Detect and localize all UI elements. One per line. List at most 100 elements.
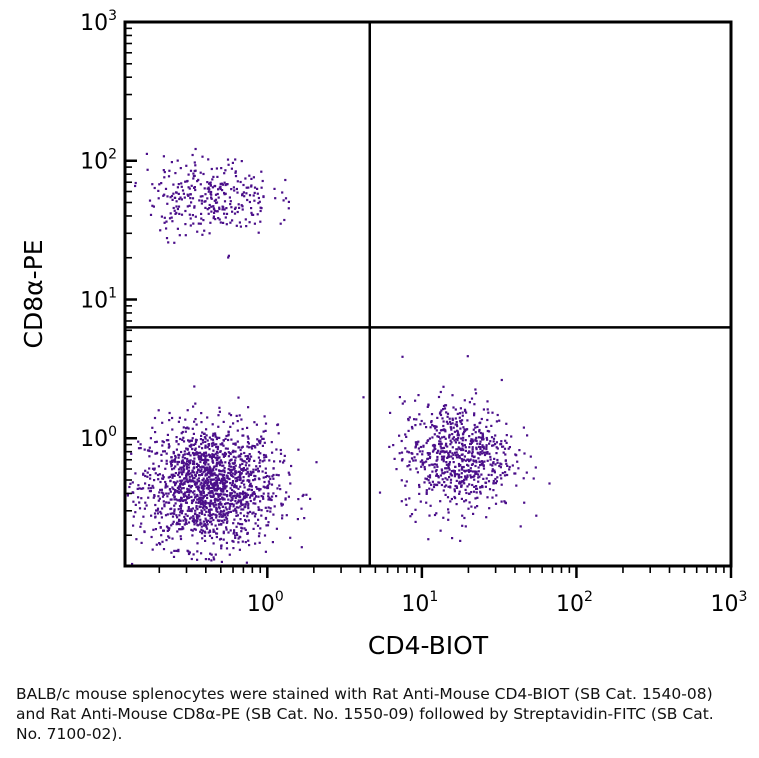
data-point — [470, 463, 474, 466]
data-point — [433, 445, 436, 448]
data-point — [210, 486, 213, 489]
data-point — [193, 186, 196, 189]
data-point — [206, 446, 209, 449]
data-point — [478, 475, 481, 478]
data-point — [238, 548, 241, 551]
data-point — [199, 521, 202, 524]
data-point — [486, 408, 489, 411]
data-point — [234, 470, 237, 473]
data-point — [458, 416, 461, 419]
data-point — [481, 449, 484, 452]
data-point — [491, 496, 494, 499]
data-point — [154, 516, 157, 519]
data-point — [248, 458, 251, 461]
data-point — [429, 455, 432, 458]
data-point — [230, 470, 233, 474]
data-point — [209, 530, 212, 533]
data-point — [205, 466, 209, 469]
data-point — [457, 446, 460, 449]
data-point — [428, 437, 431, 440]
data-point — [214, 476, 217, 479]
data-point — [187, 466, 191, 469]
data-point — [160, 215, 163, 218]
data-point — [231, 498, 234, 501]
data-point — [477, 476, 480, 479]
data-point — [187, 463, 190, 466]
data-point — [223, 503, 227, 506]
data-point — [249, 473, 253, 476]
data-point — [138, 487, 141, 490]
data-point — [198, 458, 201, 461]
data-point — [194, 509, 197, 512]
data-point — [473, 470, 476, 473]
data-point — [259, 527, 262, 530]
data-point — [226, 514, 229, 517]
data-point — [183, 196, 186, 199]
data-point — [200, 453, 203, 456]
data-point — [205, 458, 208, 461]
data-point — [163, 171, 166, 174]
data-point — [239, 463, 242, 466]
data-point — [186, 473, 189, 476]
data-point — [442, 420, 445, 423]
data-point — [486, 418, 489, 422]
data-point — [247, 437, 250, 440]
data-point — [281, 503, 284, 506]
data-point — [186, 549, 189, 552]
data-point — [194, 147, 197, 151]
data-point — [204, 479, 207, 482]
data-point — [474, 464, 477, 468]
data-point — [439, 452, 442, 455]
data-point — [211, 489, 214, 493]
data-point — [203, 468, 207, 471]
data-point — [209, 467, 212, 470]
data-point — [233, 484, 236, 487]
data-point — [400, 459, 404, 462]
data-point — [222, 521, 225, 524]
data-point — [131, 562, 134, 566]
data-point — [246, 426, 249, 429]
data-point — [474, 506, 477, 509]
data-point — [457, 462, 461, 466]
data-point — [227, 511, 230, 514]
data-point — [474, 426, 477, 429]
data-point — [226, 183, 229, 186]
data-point — [186, 497, 189, 500]
data-point — [253, 445, 256, 448]
data-point — [226, 158, 230, 161]
data-point — [186, 460, 189, 463]
data-point — [205, 519, 208, 522]
data-point — [405, 435, 408, 438]
data-point — [204, 437, 207, 440]
data-point — [278, 484, 281, 487]
data-point — [183, 457, 187, 460]
data-point — [187, 439, 190, 442]
data-point — [182, 471, 185, 474]
data-point — [194, 188, 197, 192]
data-point — [437, 435, 440, 438]
data-point — [234, 464, 237, 467]
data-point — [492, 489, 495, 492]
data-point — [196, 478, 199, 481]
data-point — [437, 481, 440, 484]
data-point — [166, 433, 169, 436]
data-point — [416, 443, 419, 446]
data-point — [441, 436, 444, 439]
data-point — [188, 204, 191, 207]
data-point — [179, 519, 182, 522]
data-point — [188, 451, 191, 454]
data-point — [209, 470, 212, 473]
data-point — [493, 469, 496, 472]
data-point — [466, 475, 469, 478]
data-point — [136, 487, 139, 490]
data-point — [412, 459, 415, 462]
data-point — [258, 461, 261, 464]
data-point — [242, 467, 245, 470]
data-point — [470, 438, 473, 441]
data-points — [126, 147, 551, 566]
data-point — [494, 477, 497, 481]
data-point — [185, 472, 188, 475]
data-point — [452, 426, 455, 429]
data-point — [139, 443, 142, 446]
data-point — [235, 224, 238, 227]
